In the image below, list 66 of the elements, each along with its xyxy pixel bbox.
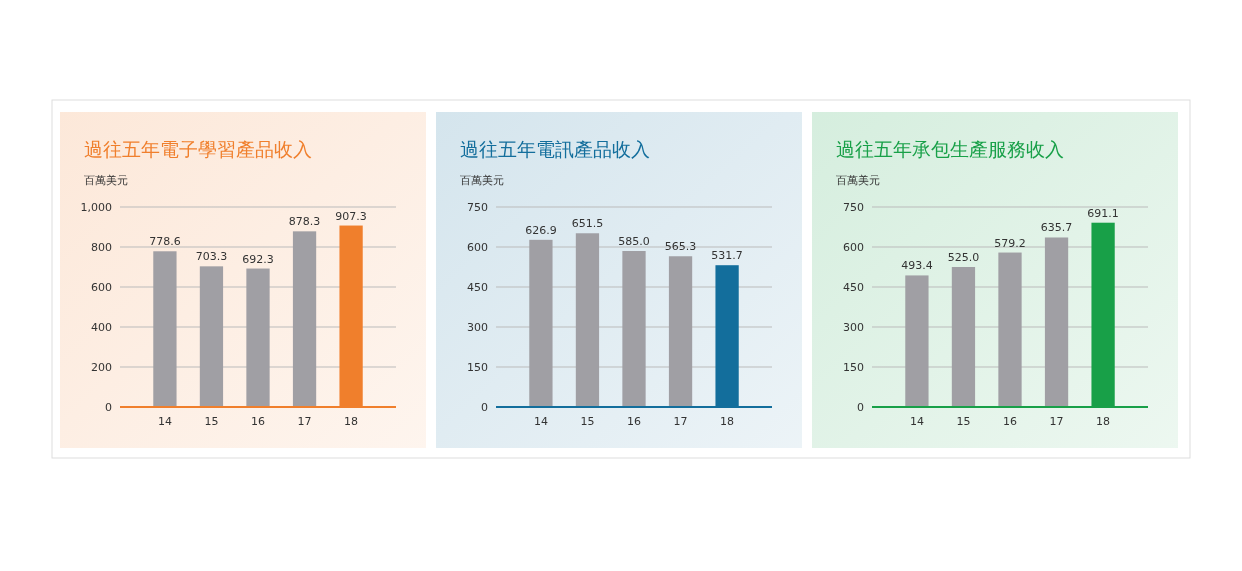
chart-title: 過往五年承包生產服務收入: [836, 138, 1064, 160]
y-tick-label: 300: [467, 320, 488, 334]
bar: [951, 267, 976, 407]
x-tick-label: 14: [909, 415, 924, 428]
y-tick-label: 150: [843, 360, 864, 374]
data-label: 878.3: [288, 215, 321, 229]
data-label: 691.1: [1087, 206, 1119, 220]
x-tick-label: 17: [1049, 415, 1064, 428]
data-label: 579.2: [994, 236, 1026, 250]
bar: [622, 251, 646, 407]
y-tick-label: 300: [843, 320, 864, 334]
y-tick-label: 450: [467, 280, 488, 294]
bar: [998, 252, 1022, 407]
x-tick-label: 15: [580, 415, 595, 428]
data-label: 778.6: [149, 235, 181, 249]
x-tick-label: 15: [204, 415, 219, 428]
x-tick-label: 17: [673, 415, 688, 428]
bar: [575, 233, 600, 407]
data-label: 585.0: [618, 235, 650, 248]
bar: [246, 268, 270, 407]
x-tick-label: 14: [157, 415, 172, 428]
y-tick-label: 0: [481, 400, 488, 414]
y-axis-title: 百萬美元: [84, 174, 128, 187]
y-tick-label: 750: [467, 200, 488, 214]
x-tick-label: 16: [251, 415, 265, 428]
bar: [153, 251, 177, 407]
y-tick-label: 200: [91, 360, 112, 374]
y-tick-label: 600: [91, 280, 112, 294]
data-label: 907.3: [335, 209, 367, 223]
data-label: 525.0: [947, 251, 980, 264]
y-tick-label: 0: [105, 400, 112, 414]
y-tick-label: 600: [467, 240, 488, 254]
x-tick-label: 18: [1096, 415, 1111, 428]
x-tick-label: 18: [344, 415, 359, 428]
data-label: 626.9: [525, 223, 557, 237]
y-tick-label: 400: [91, 320, 112, 334]
chart-title: 過往五年電訊產品收入: [460, 138, 650, 160]
y-axis-title: 百萬美元: [460, 174, 504, 187]
chart-title: 過往五年電子學習產品收入: [84, 138, 312, 160]
data-label: 692.3: [242, 252, 274, 266]
y-tick-label: 800: [91, 240, 112, 254]
x-tick-label: 16: [627, 415, 641, 428]
x-tick-label: 15: [956, 415, 971, 428]
bar: [529, 239, 553, 407]
data-label: 531.7: [711, 249, 743, 263]
bar: [668, 256, 693, 407]
bar: [292, 231, 317, 407]
x-tick-label: 18: [720, 415, 735, 428]
y-tick-label: 150: [467, 360, 488, 374]
data-label: 565.3: [664, 240, 697, 254]
data-label: 703.3: [195, 250, 228, 264]
data-label: 493.4: [901, 259, 933, 273]
y-axis-title: 百萬美元: [836, 174, 880, 187]
bar: [199, 266, 224, 407]
y-tick-label: 450: [843, 280, 864, 294]
y-tick-label: 750: [843, 200, 864, 214]
y-tick-label: 0: [857, 400, 864, 414]
data-label: 651.5: [571, 217, 604, 231]
data-label: 635.7: [1040, 221, 1073, 235]
bar: [1044, 237, 1069, 407]
x-tick-label: 17: [297, 415, 312, 428]
y-tick-label: 600: [843, 240, 864, 254]
bar: [905, 275, 929, 407]
y-tick-label: 1,000: [80, 200, 112, 214]
x-tick-label: 14: [533, 415, 548, 428]
x-tick-label: 16: [1003, 415, 1017, 428]
